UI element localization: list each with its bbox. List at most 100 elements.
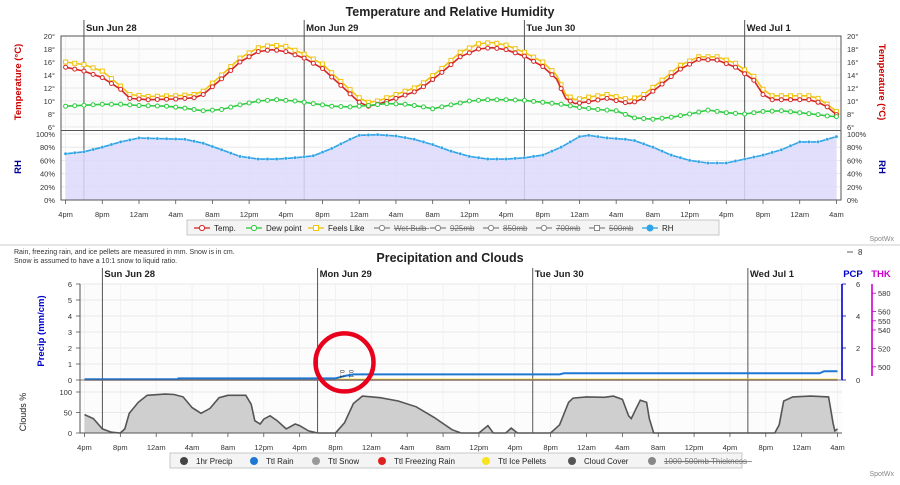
temp-marker xyxy=(788,97,794,103)
dew-point-marker xyxy=(732,110,738,116)
temp-marker xyxy=(485,45,491,51)
temp-marker xyxy=(494,45,500,51)
dew-point-marker xyxy=(219,106,225,112)
rh-marker xyxy=(238,154,242,159)
pcp-tick-label: 4 xyxy=(856,312,860,321)
rh-marker xyxy=(751,155,756,160)
feels-like-marker xyxy=(595,93,601,99)
cloud-area xyxy=(84,393,838,434)
legend-item-cloud-cover[interactable]: Cloud Cover xyxy=(568,457,629,466)
legend-item-1hr-precip[interactable]: 1hr Precip xyxy=(180,457,233,466)
bottom-top-right-number: 8 xyxy=(858,248,863,257)
temp-marker xyxy=(466,50,472,56)
dew-point-marker xyxy=(595,106,601,112)
x-tick-label: 4pm xyxy=(507,443,522,452)
rh-tick-left: 0% xyxy=(44,196,55,205)
dew-point-marker xyxy=(292,98,298,104)
legend-item-feels-like[interactable]: Feels Like xyxy=(308,224,365,233)
x-tick-label: 12am xyxy=(350,210,369,219)
x-tick-label: 4pm xyxy=(723,443,738,452)
legend-item-ttl-snow[interactable]: Ttl Snow xyxy=(312,457,359,466)
temp-marker xyxy=(806,97,812,103)
temp-tick-right: 6° xyxy=(847,123,854,132)
temp-marker xyxy=(558,86,564,92)
rh-marker xyxy=(155,136,160,141)
legend-item-ttl-rain[interactable]: Ttl Rain xyxy=(250,457,294,466)
legend-item-temp-[interactable]: Temp. xyxy=(194,224,236,233)
bottom-x-axis-ticks: 4pm 8pm 12am 4am 8am 12pm 4pm 8pm 12am 4am 8am 12pm… xyxy=(77,433,845,452)
dew-point-marker xyxy=(714,108,720,114)
temp-marker xyxy=(63,64,69,70)
top-legend[interactable]: Temp. Dew point Feels Like Wet Bulb 925mb 850… xyxy=(194,224,674,233)
rh-marker xyxy=(265,157,270,161)
rh-marker xyxy=(494,157,499,161)
rh-marker xyxy=(632,138,637,143)
dew-point-marker xyxy=(788,109,794,115)
dew-point-marker xyxy=(567,103,573,109)
temp-marker xyxy=(576,100,582,106)
dew-point-marker xyxy=(200,108,206,114)
legend-item-925mb[interactable]: 925mb xyxy=(430,224,475,233)
rh-marker xyxy=(311,153,316,158)
rh-marker xyxy=(605,136,609,140)
rh-marker xyxy=(540,153,545,158)
temp-marker xyxy=(118,86,124,92)
legend-item-1000-500mb-thickness[interactable]: 1000-500mb Thickness xyxy=(648,457,752,466)
dew-point-marker xyxy=(191,106,197,112)
rh-marker xyxy=(614,136,619,141)
rh-marker xyxy=(650,145,655,150)
pcp-axis-label: PCP xyxy=(843,269,863,280)
rh-marker xyxy=(137,136,141,140)
bottom-legend[interactable]: 1hr Precip Ttl Rain Ttl Snow Ttl Freezing R… xyxy=(180,457,752,466)
dew-point-marker xyxy=(384,101,390,107)
dew-point-marker xyxy=(164,103,170,109)
rh-marker xyxy=(320,150,325,155)
cloud-cover-line xyxy=(84,393,838,434)
temp-marker xyxy=(696,56,702,62)
rh-marker xyxy=(430,142,435,147)
legend-item-500mb[interactable]: 500mb xyxy=(589,224,634,233)
rh-marker xyxy=(568,140,573,144)
rh-marker xyxy=(834,134,839,139)
x-tick-label: 4am xyxy=(185,443,200,452)
cloud-tick-label: 50 xyxy=(64,409,72,418)
temp-tick-right: 8° xyxy=(847,110,854,119)
dew-point-marker xyxy=(439,104,445,110)
dew-point-marker xyxy=(622,111,628,117)
x-tick-label: 12am xyxy=(362,443,381,452)
temp-tick-left: 8° xyxy=(48,110,55,119)
temp-marker xyxy=(659,81,665,87)
dew-point-marker xyxy=(228,104,234,110)
rh-marker xyxy=(348,137,352,142)
dew-point-marker xyxy=(466,98,472,104)
dew-point-marker xyxy=(476,97,482,103)
x-tick-label: 4am xyxy=(830,443,845,452)
bottom-panel-title: Precipitation and Clouds xyxy=(376,251,523,265)
legend-item-rh[interactable]: RH xyxy=(642,224,674,233)
legend-item-ttl-freezing-rain[interactable]: Ttl Freezing Rain xyxy=(378,457,455,466)
rh-marker xyxy=(247,155,252,160)
temp-tick-right: 16° xyxy=(847,58,858,67)
feels-like-marker xyxy=(512,46,518,52)
bottom-note-line1: Rain, freezing rain, and ice pellets are… xyxy=(14,249,235,256)
dew-point-marker xyxy=(448,102,454,108)
rh-marker xyxy=(724,161,729,165)
x-tick-label: 12am xyxy=(130,210,149,219)
x-tick-label: 8am xyxy=(651,443,666,452)
temp-marker xyxy=(549,72,555,78)
dew-point-marker xyxy=(815,112,821,118)
rh-marker xyxy=(228,151,233,156)
legend-item-ttl-ice-pellets[interactable]: Ttl Ice Pellets xyxy=(482,457,546,466)
x-tick-label: 4pm xyxy=(292,443,307,452)
dew-point-marker xyxy=(687,111,693,117)
temp-tick-left: 20° xyxy=(44,32,55,41)
legend-item-850mb[interactable]: 850mb xyxy=(483,224,528,233)
rh-marker xyxy=(458,151,463,156)
legend-item-dew-point[interactable]: Dew point xyxy=(246,224,302,233)
legend-item-wet-bulb[interactable]: Wet Bulb xyxy=(374,224,430,233)
legend-item-700mb[interactable]: 700mb xyxy=(536,224,581,233)
dew-point-marker xyxy=(604,107,610,113)
rh-marker xyxy=(788,143,793,148)
temp-marker xyxy=(99,75,105,81)
temp-tick-right: 20° xyxy=(847,32,858,41)
